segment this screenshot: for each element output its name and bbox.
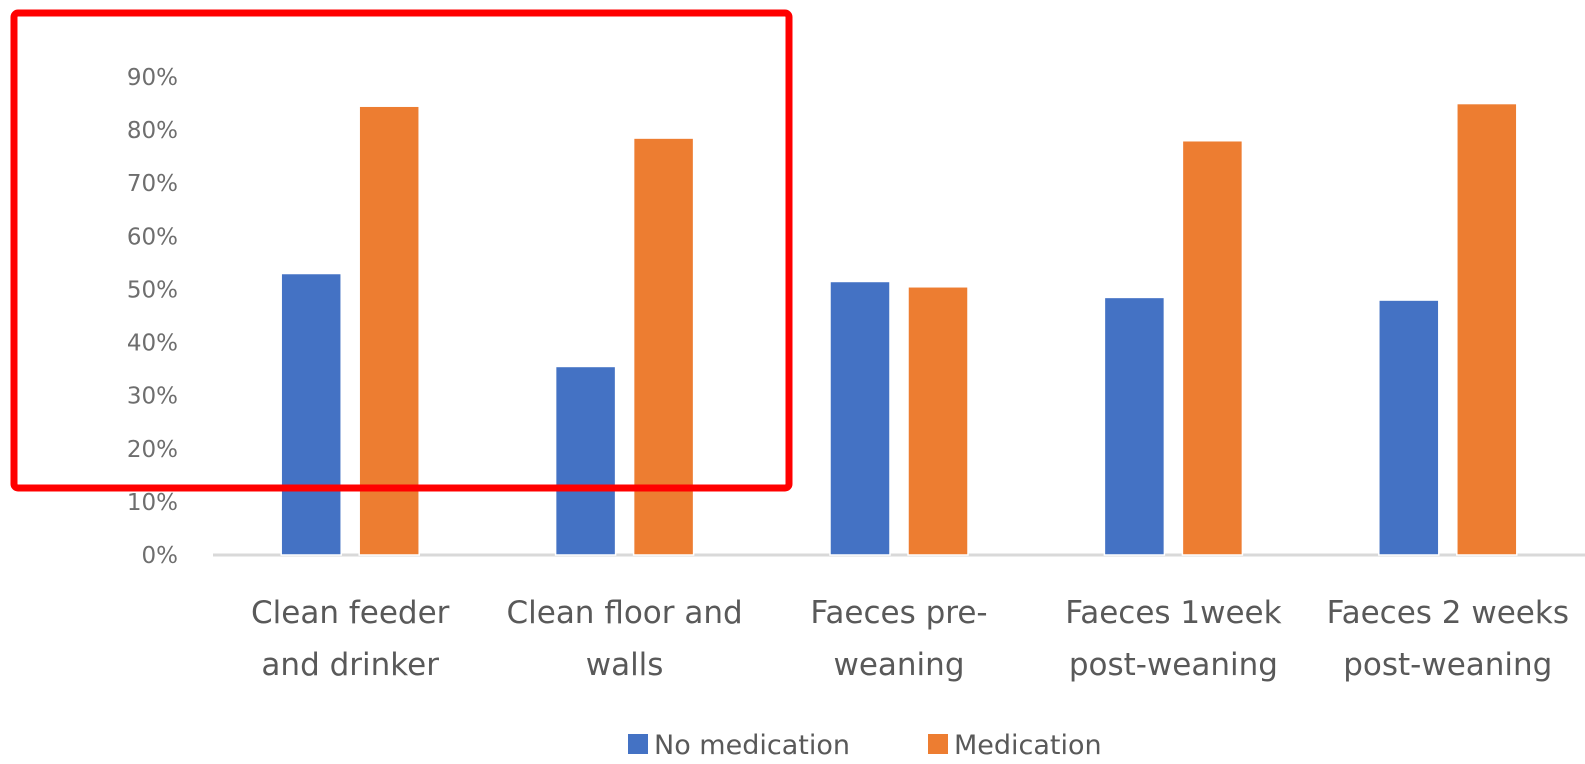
legend: No medication Medication (628, 730, 1102, 761)
y-tick-label: 0% (142, 543, 179, 569)
bar-medication (358, 105, 420, 556)
highlight-box (10, 9, 793, 492)
category-label: Faeces 2 weeks (1327, 595, 1569, 631)
y-tick-label: 40% (127, 331, 178, 357)
y-tick-label: 90% (127, 65, 178, 91)
legend-label: Medication (954, 730, 1102, 761)
category-label: and drinker (261, 647, 439, 683)
bar-medication (1181, 139, 1244, 556)
category-label: post-weaning (1069, 647, 1278, 683)
y-tick-label: 80% (127, 118, 178, 144)
bar-no-medication (280, 272, 342, 556)
bar-no-medication (554, 365, 617, 556)
category-label: post-weaning (1343, 647, 1552, 683)
y-tick-label: 70% (127, 171, 178, 197)
category-label: Clean floor and (506, 595, 742, 631)
y-tick-label: 60% (127, 224, 178, 250)
bar-medication (632, 137, 695, 556)
y-tick-label: 30% (127, 384, 178, 410)
y-tick-label: 10% (127, 490, 178, 516)
category-label: weaning (833, 647, 964, 683)
bar-no-medication (1378, 299, 1440, 556)
legend-label: No medication (654, 730, 850, 761)
y-axis-ticks: 0% 10% 20% 30% 40% 50% 60% 70% 80% 90% (127, 65, 178, 569)
y-tick-label: 50% (127, 277, 178, 303)
category-label: walls (586, 647, 664, 683)
y-tick-label: 20% (127, 437, 178, 463)
legend-swatch (628, 734, 648, 754)
category-label: Clean feeder (251, 595, 450, 631)
legend-swatch (928, 734, 948, 754)
category-labels: Clean feeder and drinker Clean floor and wa… (251, 595, 1569, 683)
category-label: Faeces 1week (1065, 595, 1281, 631)
bar-medication (907, 286, 969, 556)
category-label: Faeces pre- (810, 595, 987, 631)
bar-medication (1456, 102, 1518, 556)
bar-no-medication (829, 280, 891, 556)
bar-no-medication (1103, 296, 1166, 556)
